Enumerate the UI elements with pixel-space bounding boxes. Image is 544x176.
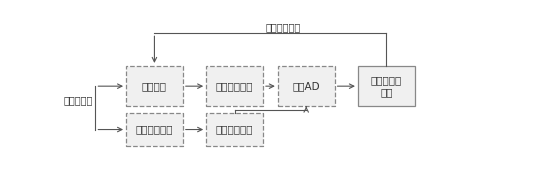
Text: 核脉冲输入: 核脉冲输入 [64, 95, 94, 105]
Text: 放大增益调节: 放大增益调节 [265, 22, 301, 32]
Text: 数字信号处
理器: 数字信号处 理器 [370, 75, 402, 97]
Text: 峰值保持电路: 峰值保持电路 [216, 81, 254, 91]
FancyBboxPatch shape [278, 66, 335, 106]
FancyBboxPatch shape [126, 66, 183, 106]
FancyBboxPatch shape [206, 113, 263, 146]
Text: 放大电路: 放大电路 [142, 81, 167, 91]
FancyBboxPatch shape [126, 113, 183, 146]
Text: 采样触发电路: 采样触发电路 [216, 125, 254, 134]
Text: 高速AD: 高速AD [292, 81, 320, 91]
Text: 阈值甄别电路: 阈值甄别电路 [135, 125, 173, 134]
FancyBboxPatch shape [358, 66, 415, 106]
FancyBboxPatch shape [206, 66, 263, 106]
